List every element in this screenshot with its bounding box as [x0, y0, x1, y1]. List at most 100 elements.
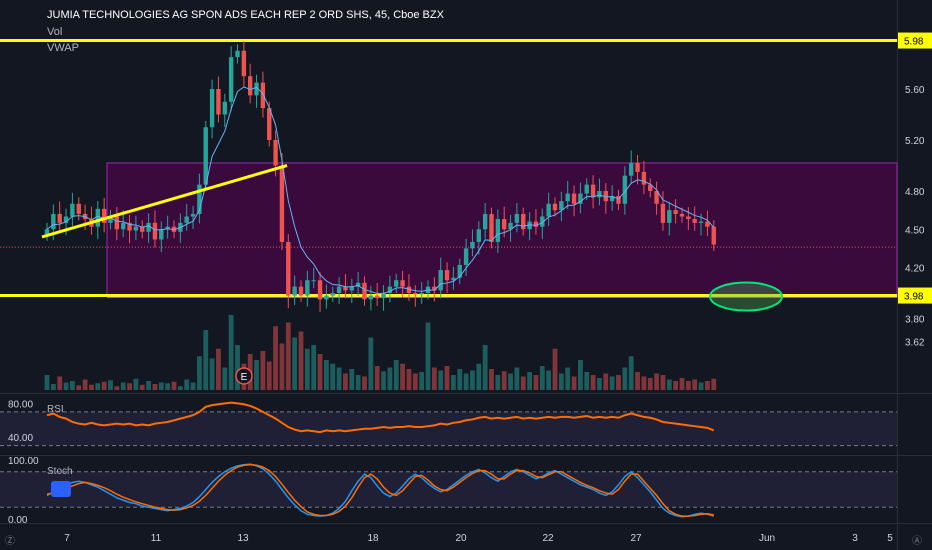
volume-bar — [292, 337, 298, 390]
price-tick-label: 4.20 — [905, 264, 925, 275]
volume-bar — [330, 363, 336, 390]
candle-body — [444, 270, 450, 281]
volume-bar — [254, 360, 259, 390]
candle-body — [197, 184, 202, 214]
vwap-line — [46, 86, 715, 294]
candle-body — [317, 280, 323, 300]
stoch-d-line — [46, 463, 714, 517]
volume-bar — [451, 375, 456, 390]
volume-bar — [343, 373, 348, 390]
price-label-text: 5.98 — [904, 37, 924, 48]
volume-bar — [63, 382, 69, 390]
volume-bar — [184, 379, 190, 390]
volume-bar — [139, 384, 145, 390]
candle-body — [692, 219, 697, 223]
candle-body — [508, 222, 513, 230]
volume-bar — [711, 378, 717, 390]
volume-bar — [133, 378, 139, 390]
rsi-tick-label: 80.00 — [8, 399, 33, 410]
candle-body — [248, 76, 253, 96]
volume-bar — [279, 343, 285, 390]
volume-bar — [698, 382, 704, 390]
volume-bar — [127, 383, 132, 390]
volume-bar — [635, 372, 640, 390]
volume-bar — [616, 375, 621, 390]
price-tick-label: 4.80 — [905, 187, 925, 198]
rsi-band-fill — [0, 411, 897, 446]
candle-body — [324, 295, 329, 300]
volume-bar — [222, 367, 228, 390]
candle-body — [457, 264, 462, 278]
volume-bar — [578, 360, 583, 390]
volume-bar — [679, 378, 685, 390]
candle-body — [667, 210, 672, 223]
candle-body — [590, 184, 596, 198]
candle-body — [552, 203, 558, 211]
candle-body — [146, 222, 151, 232]
candle-body — [127, 222, 132, 231]
volume-bar — [419, 372, 425, 390]
earnings-marker-label: E — [241, 372, 248, 383]
rsi-tick-label: 40.00 — [8, 433, 33, 444]
volume-bar — [235, 345, 240, 390]
candle-body — [260, 82, 266, 109]
candle-body — [159, 229, 164, 240]
candle-body — [355, 282, 361, 287]
volume-bar — [647, 378, 653, 390]
volume-bar — [171, 381, 177, 390]
zoom-left-icon[interactable]: Ⓩ — [5, 536, 15, 547]
rsi-line — [46, 401, 715, 434]
volume-bar — [381, 371, 386, 390]
date-tick-label: 7 — [64, 533, 70, 544]
candle-body — [381, 293, 386, 299]
candle-body — [70, 203, 75, 217]
target-ellipse — [709, 281, 783, 312]
candle-body — [571, 193, 577, 204]
candle-body — [698, 221, 704, 223]
candle-body — [362, 282, 367, 300]
candle-body — [203, 127, 208, 185]
volume-bar — [482, 345, 488, 390]
candle-body — [451, 277, 456, 281]
volume-bar — [400, 363, 405, 390]
trendline — [41, 164, 288, 239]
earnings-marker-icon — [235, 367, 253, 385]
volume-bar — [203, 330, 209, 390]
volume-bar — [387, 367, 393, 390]
volume-bar — [260, 351, 266, 390]
volume-bar — [692, 379, 698, 390]
volume-bar — [584, 372, 590, 390]
candle-body — [463, 248, 469, 265]
candle-body — [209, 89, 215, 128]
candle-body — [387, 286, 393, 293]
volume-bar — [177, 386, 183, 390]
candle-body — [190, 213, 196, 217]
auto-scale-icon[interactable]: Ⓐ — [912, 536, 922, 547]
vwap-indicator-label[interactable]: VWAP — [47, 42, 79, 54]
candle-body — [489, 213, 494, 242]
volume-bar — [412, 373, 418, 390]
candle-body — [108, 216, 113, 223]
volume-bar — [317, 354, 323, 390]
volume-bar — [609, 376, 615, 390]
volume-bar — [57, 376, 63, 390]
candle-body — [654, 191, 659, 204]
volume-bar — [266, 361, 272, 390]
vol-indicator-label[interactable]: Vol — [47, 26, 63, 38]
volume-bar — [666, 379, 672, 390]
candle-body — [273, 140, 278, 166]
volume-bar — [197, 356, 202, 390]
volume-bar — [476, 363, 482, 390]
volume-bar — [82, 379, 88, 390]
candle-body — [400, 280, 405, 287]
volume-bar — [44, 375, 50, 390]
date-tick-label: Jun — [759, 533, 775, 544]
candle-body — [140, 226, 145, 232]
candle-body — [222, 101, 227, 115]
price-label-box — [898, 32, 932, 49]
volume-bar — [95, 383, 101, 390]
rsi-label: RSI — [47, 404, 64, 415]
date-tick-label: 27 — [630, 533, 642, 544]
candle-body — [413, 293, 418, 295]
volume-bar — [393, 360, 399, 390]
